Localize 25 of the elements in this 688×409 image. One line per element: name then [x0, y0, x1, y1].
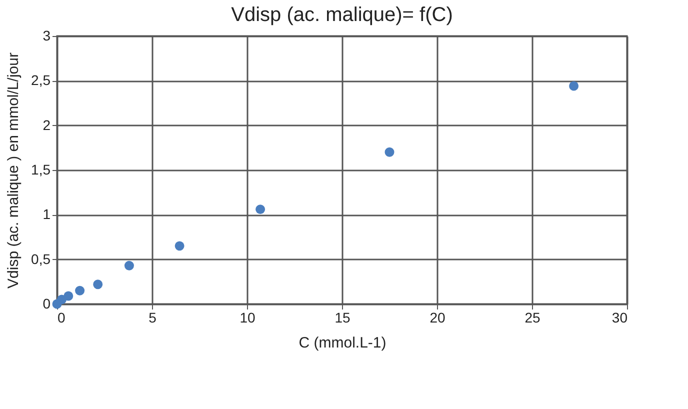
- point: [124, 260, 134, 270]
- y-tick-label: 0,5: [31, 250, 51, 267]
- point: [64, 291, 74, 301]
- x-tick-label: 5: [148, 310, 157, 326]
- point: [384, 147, 394, 157]
- point: [174, 241, 184, 251]
- y-tick-label: 1: [42, 206, 51, 222]
- y-tick-label: 2: [42, 116, 51, 133]
- point: [93, 280, 103, 290]
- point: [569, 81, 579, 91]
- y-tick-label: 3: [42, 28, 51, 44]
- chart-title: Vdisp (ac. malique)= f(C): [231, 4, 453, 26]
- y-tick-label: 2,5: [31, 72, 51, 88]
- y-tick-label: 0: [42, 296, 51, 312]
- y-tick-label: 1,5: [31, 162, 51, 178]
- x-tick-label: 20: [430, 310, 446, 326]
- x-tick-label: 25: [524, 310, 540, 326]
- y-axis-title: Vdisp (ac. malique ) en mmol/L/jour: [5, 52, 22, 288]
- x-tick-label: 15: [334, 310, 350, 326]
- point: [256, 204, 266, 214]
- x-tick-label: 10: [240, 310, 256, 326]
- x-tick-label: 30: [612, 310, 628, 326]
- x-axis-title: C (mmol.L-1): [298, 334, 386, 352]
- point: [75, 286, 85, 296]
- x-tick-label: 0: [58, 310, 66, 326]
